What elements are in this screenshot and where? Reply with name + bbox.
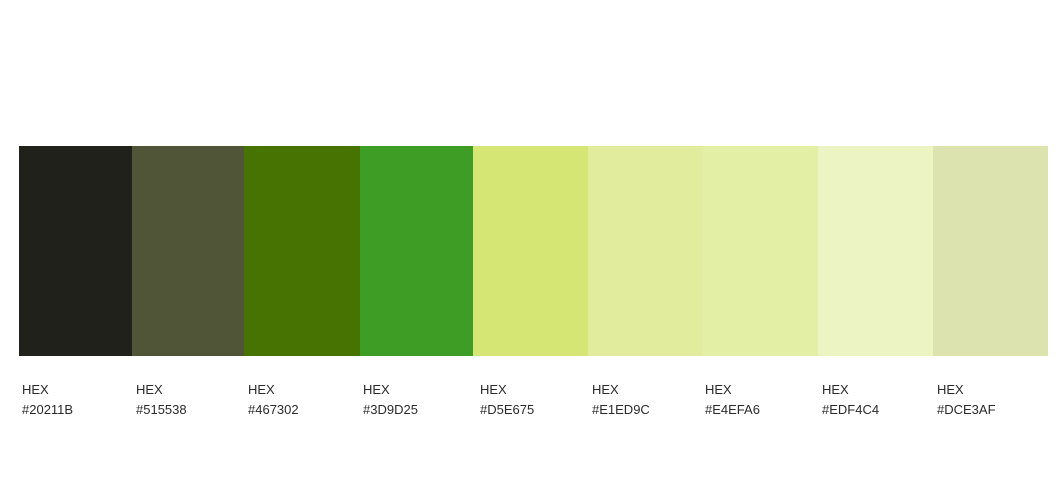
swatch-format-label: HEX [480,380,534,400]
color-swatch-5[interactable] [473,146,588,356]
swatch-label-6: HEX #E1ED9C [592,380,650,420]
swatch-format-label: HEX [705,380,760,400]
color-swatch-9[interactable] [933,146,1048,356]
swatch-label-7: HEX #E4EFA6 [705,380,760,420]
swatch-format-label: HEX [822,380,879,400]
swatch-label-9: HEX #DCE3AF [937,380,996,420]
swatch-format-label: HEX [136,380,187,400]
color-swatch-6[interactable] [588,146,702,356]
swatch-format-label: HEX [22,380,73,400]
swatch-hex-value: #E4EFA6 [705,400,760,420]
color-swatch-4[interactable] [360,146,473,356]
swatch-label-4: HEX #3D9D25 [363,380,418,420]
swatch-label-1: HEX #20211B [22,380,73,420]
swatch-label-2: HEX #515538 [136,380,187,420]
swatch-format-label: HEX [248,380,299,400]
color-swatch-1[interactable] [19,146,132,356]
color-swatch-2[interactable] [132,146,244,356]
swatch-hex-value: #E1ED9C [592,400,650,420]
swatch-hex-value: #EDF4C4 [822,400,879,420]
swatch-label-3: HEX #467302 [248,380,299,420]
swatch-label-8: HEX #EDF4C4 [822,380,879,420]
swatch-hex-value: #D5E675 [480,400,534,420]
swatch-format-label: HEX [937,380,996,400]
swatch-format-label: HEX [363,380,418,400]
swatch-hex-value: #3D9D25 [363,400,418,420]
color-swatch-3[interactable] [244,146,360,356]
color-swatch-8[interactable] [818,146,933,356]
swatch-hex-value: #20211B [22,400,73,420]
color-swatch-7[interactable] [702,146,818,356]
swatch-hex-value: #515538 [136,400,187,420]
swatch-format-label: HEX [592,380,650,400]
swatch-hex-value: #DCE3AF [937,400,996,420]
swatch-label-5: HEX #D5E675 [480,380,534,420]
swatch-hex-value: #467302 [248,400,299,420]
